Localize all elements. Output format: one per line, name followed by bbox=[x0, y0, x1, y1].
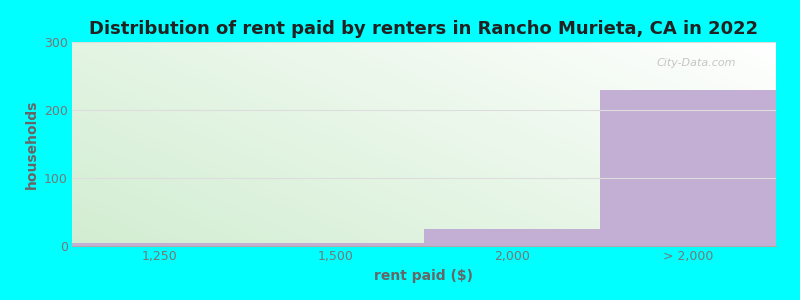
Title: Distribution of rent paid by renters in Rancho Murieta, CA in 2022: Distribution of rent paid by renters in … bbox=[90, 20, 758, 38]
X-axis label: rent paid ($): rent paid ($) bbox=[374, 269, 474, 283]
Bar bbox=[424, 229, 600, 246]
Text: City-Data.com: City-Data.com bbox=[656, 58, 736, 68]
Bar bbox=[248, 243, 424, 246]
Bar bbox=[600, 90, 776, 246]
Y-axis label: households: households bbox=[25, 99, 38, 189]
Bar bbox=[72, 243, 248, 246]
